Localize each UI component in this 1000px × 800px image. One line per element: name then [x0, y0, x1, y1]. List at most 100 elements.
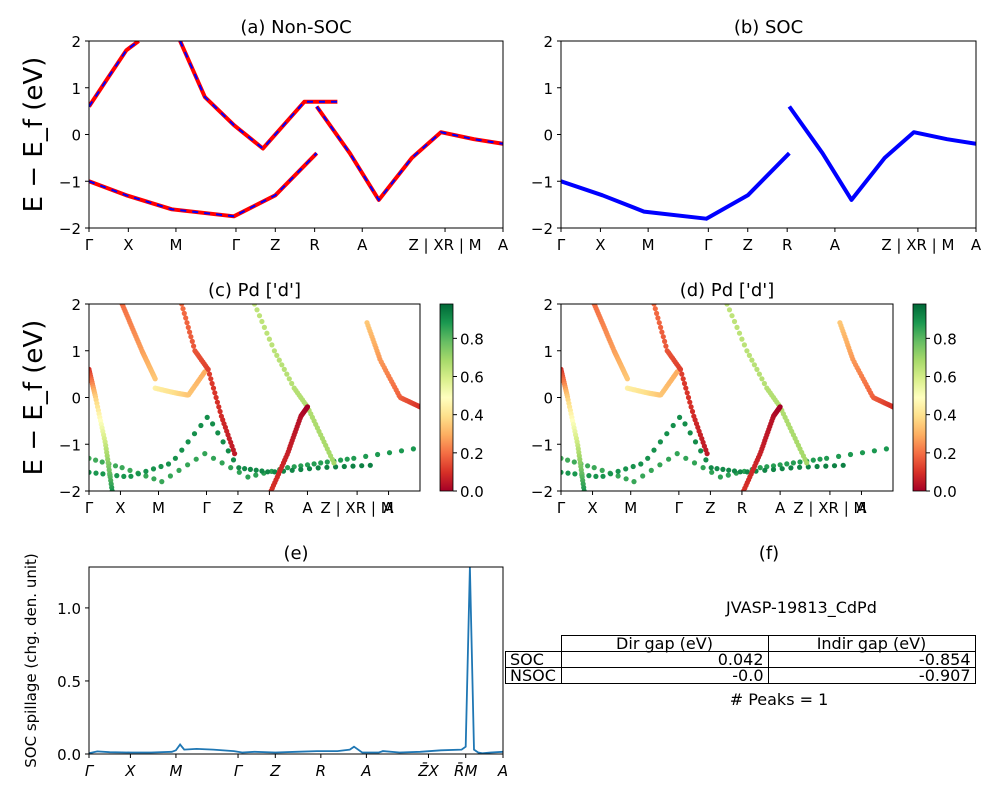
scatter-point [386, 450, 393, 456]
y-tick-label: 1 [71, 80, 81, 98]
x-tick-label: Z [705, 499, 715, 517]
scatter-point [331, 460, 337, 466]
scatter-point [709, 469, 715, 475]
scatter-point [225, 448, 231, 454]
scatter-point [847, 451, 854, 458]
scatter-point [817, 456, 823, 462]
scatter-point [561, 455, 564, 461]
scatter-point [731, 468, 738, 474]
scatter-point [311, 461, 317, 467]
scatter-point [777, 404, 783, 410]
scatter-point [762, 467, 768, 473]
scatter-point [333, 464, 339, 470]
scatter-point [191, 431, 198, 437]
scatter-point [777, 462, 783, 468]
scatter-point [651, 304, 657, 307]
x-tick-label: X [595, 236, 605, 254]
scatter-point [112, 463, 119, 469]
scatter-point [269, 342, 275, 348]
scatter-point [779, 466, 785, 472]
scatter-point [883, 446, 890, 452]
band-line [561, 151, 791, 221]
x-tick-label: Γ [557, 499, 566, 517]
scatter-point [272, 469, 278, 475]
colorbar-tick-label: 0.0 [933, 483, 957, 501]
scatter-point [682, 421, 688, 427]
scatter-point [215, 430, 221, 436]
x-tick-label: A [971, 236, 982, 254]
scatter-point [99, 459, 105, 465]
scatter-point [731, 318, 738, 325]
scatter-point [615, 468, 621, 474]
scatter-point [831, 463, 838, 469]
scatter-point [159, 479, 165, 485]
x-tick-label: Z [233, 499, 243, 517]
scatter-group [89, 304, 420, 491]
scatter-point [188, 334, 194, 340]
table-row: NSOC -0.0 -0.907 [505, 667, 976, 684]
y-tick-label: 1 [543, 343, 553, 361]
scatter-point [685, 394, 692, 401]
scatter-point [359, 463, 365, 469]
scatter-point [591, 465, 597, 471]
x-tick-label: Γ [85, 236, 94, 254]
scatter-point [417, 404, 420, 410]
scatter-point [681, 380, 688, 387]
y-axis-label: SOC spillage (chg. den. unit) [22, 553, 40, 768]
x-tick-label: R [737, 499, 747, 517]
y-tick-label: 1.0 [57, 600, 81, 618]
x-tick-label: R [264, 499, 274, 517]
scatter-point [655, 315, 661, 321]
scatter-point [266, 336, 272, 342]
scatter-point [756, 371, 763, 377]
scatter-point [797, 464, 803, 470]
x-tick-label: Z | XR | M [321, 499, 394, 517]
scatter-point [264, 330, 270, 336]
x-tick-label: M [642, 236, 655, 254]
plot-frame [560, 303, 894, 492]
x-tick-label: M [169, 236, 182, 254]
scatter-point [692, 439, 699, 445]
scatter-point [183, 315, 189, 321]
x-tick-label: A [498, 236, 509, 254]
scatter-point [93, 470, 99, 476]
scatter-point [279, 362, 285, 368]
scatter-point [210, 385, 217, 391]
scatter-point [298, 463, 304, 469]
x-tick-label: M [624, 499, 637, 517]
y-tick-label: 2 [543, 33, 553, 51]
scatter-point [143, 473, 149, 479]
chart-title: (c) Pd ['d'] [208, 280, 301, 301]
plot-area [561, 304, 893, 491]
scatter-point [824, 455, 830, 461]
cell-indir-gap: -0.907 [767, 667, 976, 684]
scatter-point [128, 473, 134, 479]
scatter-point [586, 473, 592, 479]
y-tick-label: −2 [59, 220, 81, 238]
chart-title: (d) Pd ['d'] [680, 280, 775, 301]
x-tick-label: Z [269, 762, 281, 780]
x-tick-label: R [316, 762, 326, 780]
scatter-point [245, 474, 251, 480]
scatter-point [657, 462, 663, 468]
scatter-point [581, 488, 587, 491]
scatter-point [271, 348, 277, 354]
scatter-point [726, 467, 732, 473]
scatter-point [93, 457, 99, 463]
scatter-point [683, 455, 689, 461]
scatter-point [659, 329, 665, 335]
header-indir-gap: Indir gap (eV) [767, 635, 976, 652]
x-tick-label: Z | XR | M [408, 236, 481, 254]
scatter-point [289, 380, 295, 387]
scatter-point [209, 380, 215, 387]
scatter-point [135, 471, 141, 477]
scatter-point [205, 366, 211, 372]
x-tick-label: A [856, 499, 867, 517]
scatter-point [253, 467, 259, 473]
scatter-point [679, 371, 685, 377]
scatter-point [185, 439, 191, 445]
scatter-point [640, 473, 646, 479]
scatter-point [599, 467, 605, 473]
scatter-point [734, 324, 740, 330]
